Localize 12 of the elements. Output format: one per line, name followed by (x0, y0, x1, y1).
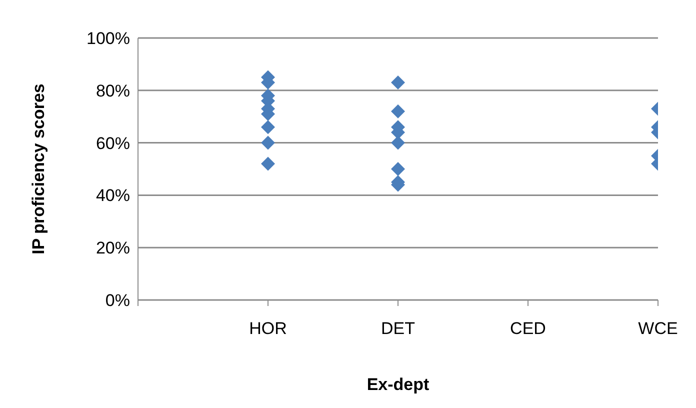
y-tick-label: 60% (96, 134, 130, 153)
x-axis-title: Ex-dept (366, 375, 430, 394)
x-tick-label: CED (510, 319, 546, 338)
y-tick-label: 100% (86, 29, 130, 48)
y-tick-label: 80% (96, 81, 130, 100)
x-tick-label: DET (381, 319, 415, 338)
y-tick-label: 0% (105, 291, 130, 310)
y-tick-label: 40% (96, 186, 130, 206)
y-tick-label: 20% (96, 238, 130, 258)
y-axis-title: IP proficiency scores (29, 84, 48, 254)
x-tick-label: WCE (638, 319, 678, 338)
x-tick-label: HOR (249, 319, 287, 338)
